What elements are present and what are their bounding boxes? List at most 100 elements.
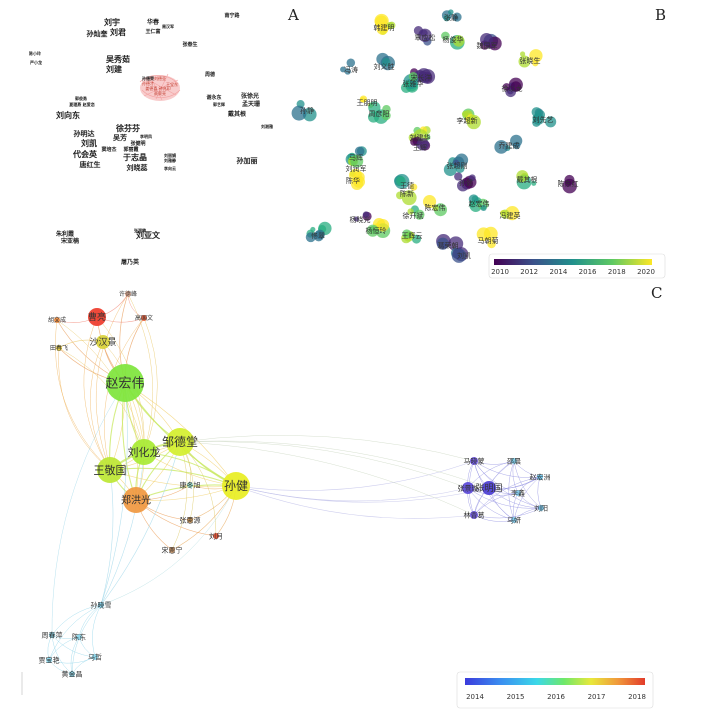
panel-c-edge <box>51 604 102 636</box>
panel-c-node <box>76 634 82 640</box>
panel-b-author-label: 陈华 <box>346 176 360 185</box>
panel-b-bubble <box>443 163 457 177</box>
panel-c-node-label: 沙汉景 <box>89 337 116 348</box>
panel-c-node-label: 马哲 <box>88 652 102 661</box>
panel-c-node-label: 林青葛 <box>464 510 485 519</box>
panel-c-edge <box>179 441 475 516</box>
panel-a-cluster-label: 蔡荣亮 <box>154 90 166 96</box>
panel-b-colorbar-tick: 2012 <box>520 268 538 276</box>
panel-c-node <box>222 472 250 500</box>
panel-c-node <box>69 671 75 677</box>
panel-a-author-label: 刘雅静 <box>164 157 176 163</box>
panel-a-author-label: 窦培杰 <box>101 146 116 153</box>
panel-b-bubble <box>532 59 539 67</box>
panel-a-author-label: 宋亚楠 <box>61 237 79 245</box>
panel-a-author-label: 刘建 <box>106 64 123 74</box>
panel-b-bubble <box>367 111 380 123</box>
panel-a-author-label: 刘晓蕊 <box>127 163 148 172</box>
panel-a-author-label: 吴秀茹 <box>106 54 130 64</box>
panel-c-edge <box>70 636 80 675</box>
panel-b-author-label: 宋长洋 <box>411 73 432 82</box>
panel-c-node-label: 刘化龙 <box>128 445 161 459</box>
panel-c-node-label: 刘阳 <box>534 503 548 512</box>
panel-b-colorbar-tick: 2016 <box>579 268 597 276</box>
panel-c-node <box>125 291 131 297</box>
panel-c-edge <box>48 636 80 661</box>
panel-c-node-label: 郑洪光 <box>121 494 151 507</box>
panel-b-bubble <box>531 180 537 186</box>
panel-b-bubble <box>420 29 428 37</box>
panel-a-author-label: 吴芳 <box>113 133 127 142</box>
panel-b-bubble <box>368 101 381 114</box>
panel-c-node-label: 王敬国 <box>94 464 127 477</box>
panel-b-bubble <box>381 57 391 67</box>
panel-b-bubble <box>480 204 487 211</box>
panel-c-node <box>97 457 123 483</box>
panel-c-edge <box>78 604 102 638</box>
panel-c-edge <box>467 476 541 491</box>
panel-a-author-label: 张春生 <box>182 41 197 48</box>
panel-c-edge <box>235 485 475 519</box>
panel-a-author-label: 李明凤 <box>140 133 152 139</box>
panel-c-node-label: 张景璇 <box>458 483 479 492</box>
panel-b-bubble <box>500 209 510 219</box>
panel-c-colorbar-tick: 2018 <box>628 693 646 701</box>
panel-c-node-label: 贾宝艳 <box>39 655 60 664</box>
panel-b-bubble <box>466 114 481 130</box>
panel-c-edge <box>55 319 111 471</box>
panel-b-author-label: 戴其根 <box>517 175 538 184</box>
panel-b-colorbar <box>494 259 652 265</box>
panel-b-bubble <box>352 175 366 188</box>
panel-b-bubble <box>454 172 463 181</box>
panel-b-author-label: 张晓生 <box>520 56 541 65</box>
panel-c-node-label: 孙晓雪 <box>91 600 112 609</box>
panel-c-edge <box>51 634 96 658</box>
panel-a-author-label: 刘亚文 <box>136 230 161 240</box>
panel-a-author-label: 张润稿 <box>134 227 146 233</box>
panel-b-bubble <box>443 14 451 22</box>
panel-a-author-label: 郭俊勇 <box>75 95 87 101</box>
panel-b-bubble <box>414 209 425 220</box>
panel-b-author-label: 徐以龙 <box>502 84 523 93</box>
panel-b-bubble <box>448 9 454 15</box>
panel-c-node-label: 刘月 <box>209 531 223 540</box>
panel-b-bubble <box>432 205 439 212</box>
panel-c-node-label: 胡文成 <box>48 316 66 324</box>
panel-b-bubble <box>518 55 531 68</box>
panel-c-edge <box>143 317 158 453</box>
panel-b-author-label: 魏国军 <box>477 41 498 50</box>
panel-b-bubble <box>516 170 529 183</box>
panel-b-author-label: 杨晓光 <box>350 215 371 224</box>
panel-c-node <box>92 654 98 660</box>
panel-c-edge <box>48 604 102 661</box>
panel-c-edge <box>83 316 111 471</box>
panel-a-cluster-label: 王宝东 <box>166 81 178 87</box>
panel-c-node <box>98 602 104 608</box>
panel-c-node-label: 邵晨 <box>507 457 521 465</box>
panel-c-node <box>96 335 110 349</box>
panel-c-node-label: 马晓蒙 <box>464 456 485 465</box>
panel-b-bubble <box>354 146 365 157</box>
panel-b-author-label: 张静 <box>444 13 458 22</box>
panel-a-author-label: 张健明 <box>130 140 145 147</box>
panel-b-bubble <box>313 230 324 242</box>
panel-b-bubble <box>382 105 391 114</box>
panel-letter-a: A <box>288 6 299 24</box>
panel-a-author-label: 孙明达 <box>74 129 95 138</box>
panel-b-bubble <box>344 68 351 75</box>
panel-b-bubble <box>422 195 437 209</box>
panel-c-edge <box>100 441 181 606</box>
panel-b-bubble <box>468 174 476 182</box>
panel-c-edge <box>179 435 475 462</box>
panel-a-author-label: 李向云 <box>164 165 176 171</box>
panel-a-author-label: 华春 <box>147 18 160 26</box>
panel-a-cluster-label: 姜德喜 钟兆印 <box>145 85 170 91</box>
panel-c-node-label: 康冬旭 <box>180 480 201 489</box>
panel-a-author-label: 孙德荣 <box>142 75 154 81</box>
panel-a-author-label: 于志晶 <box>123 152 147 162</box>
panel-b-bubble <box>359 95 368 103</box>
panel-a-author-label: 刘君 <box>110 27 126 37</box>
panel-b-author-label: 杨俊华 <box>443 35 464 44</box>
